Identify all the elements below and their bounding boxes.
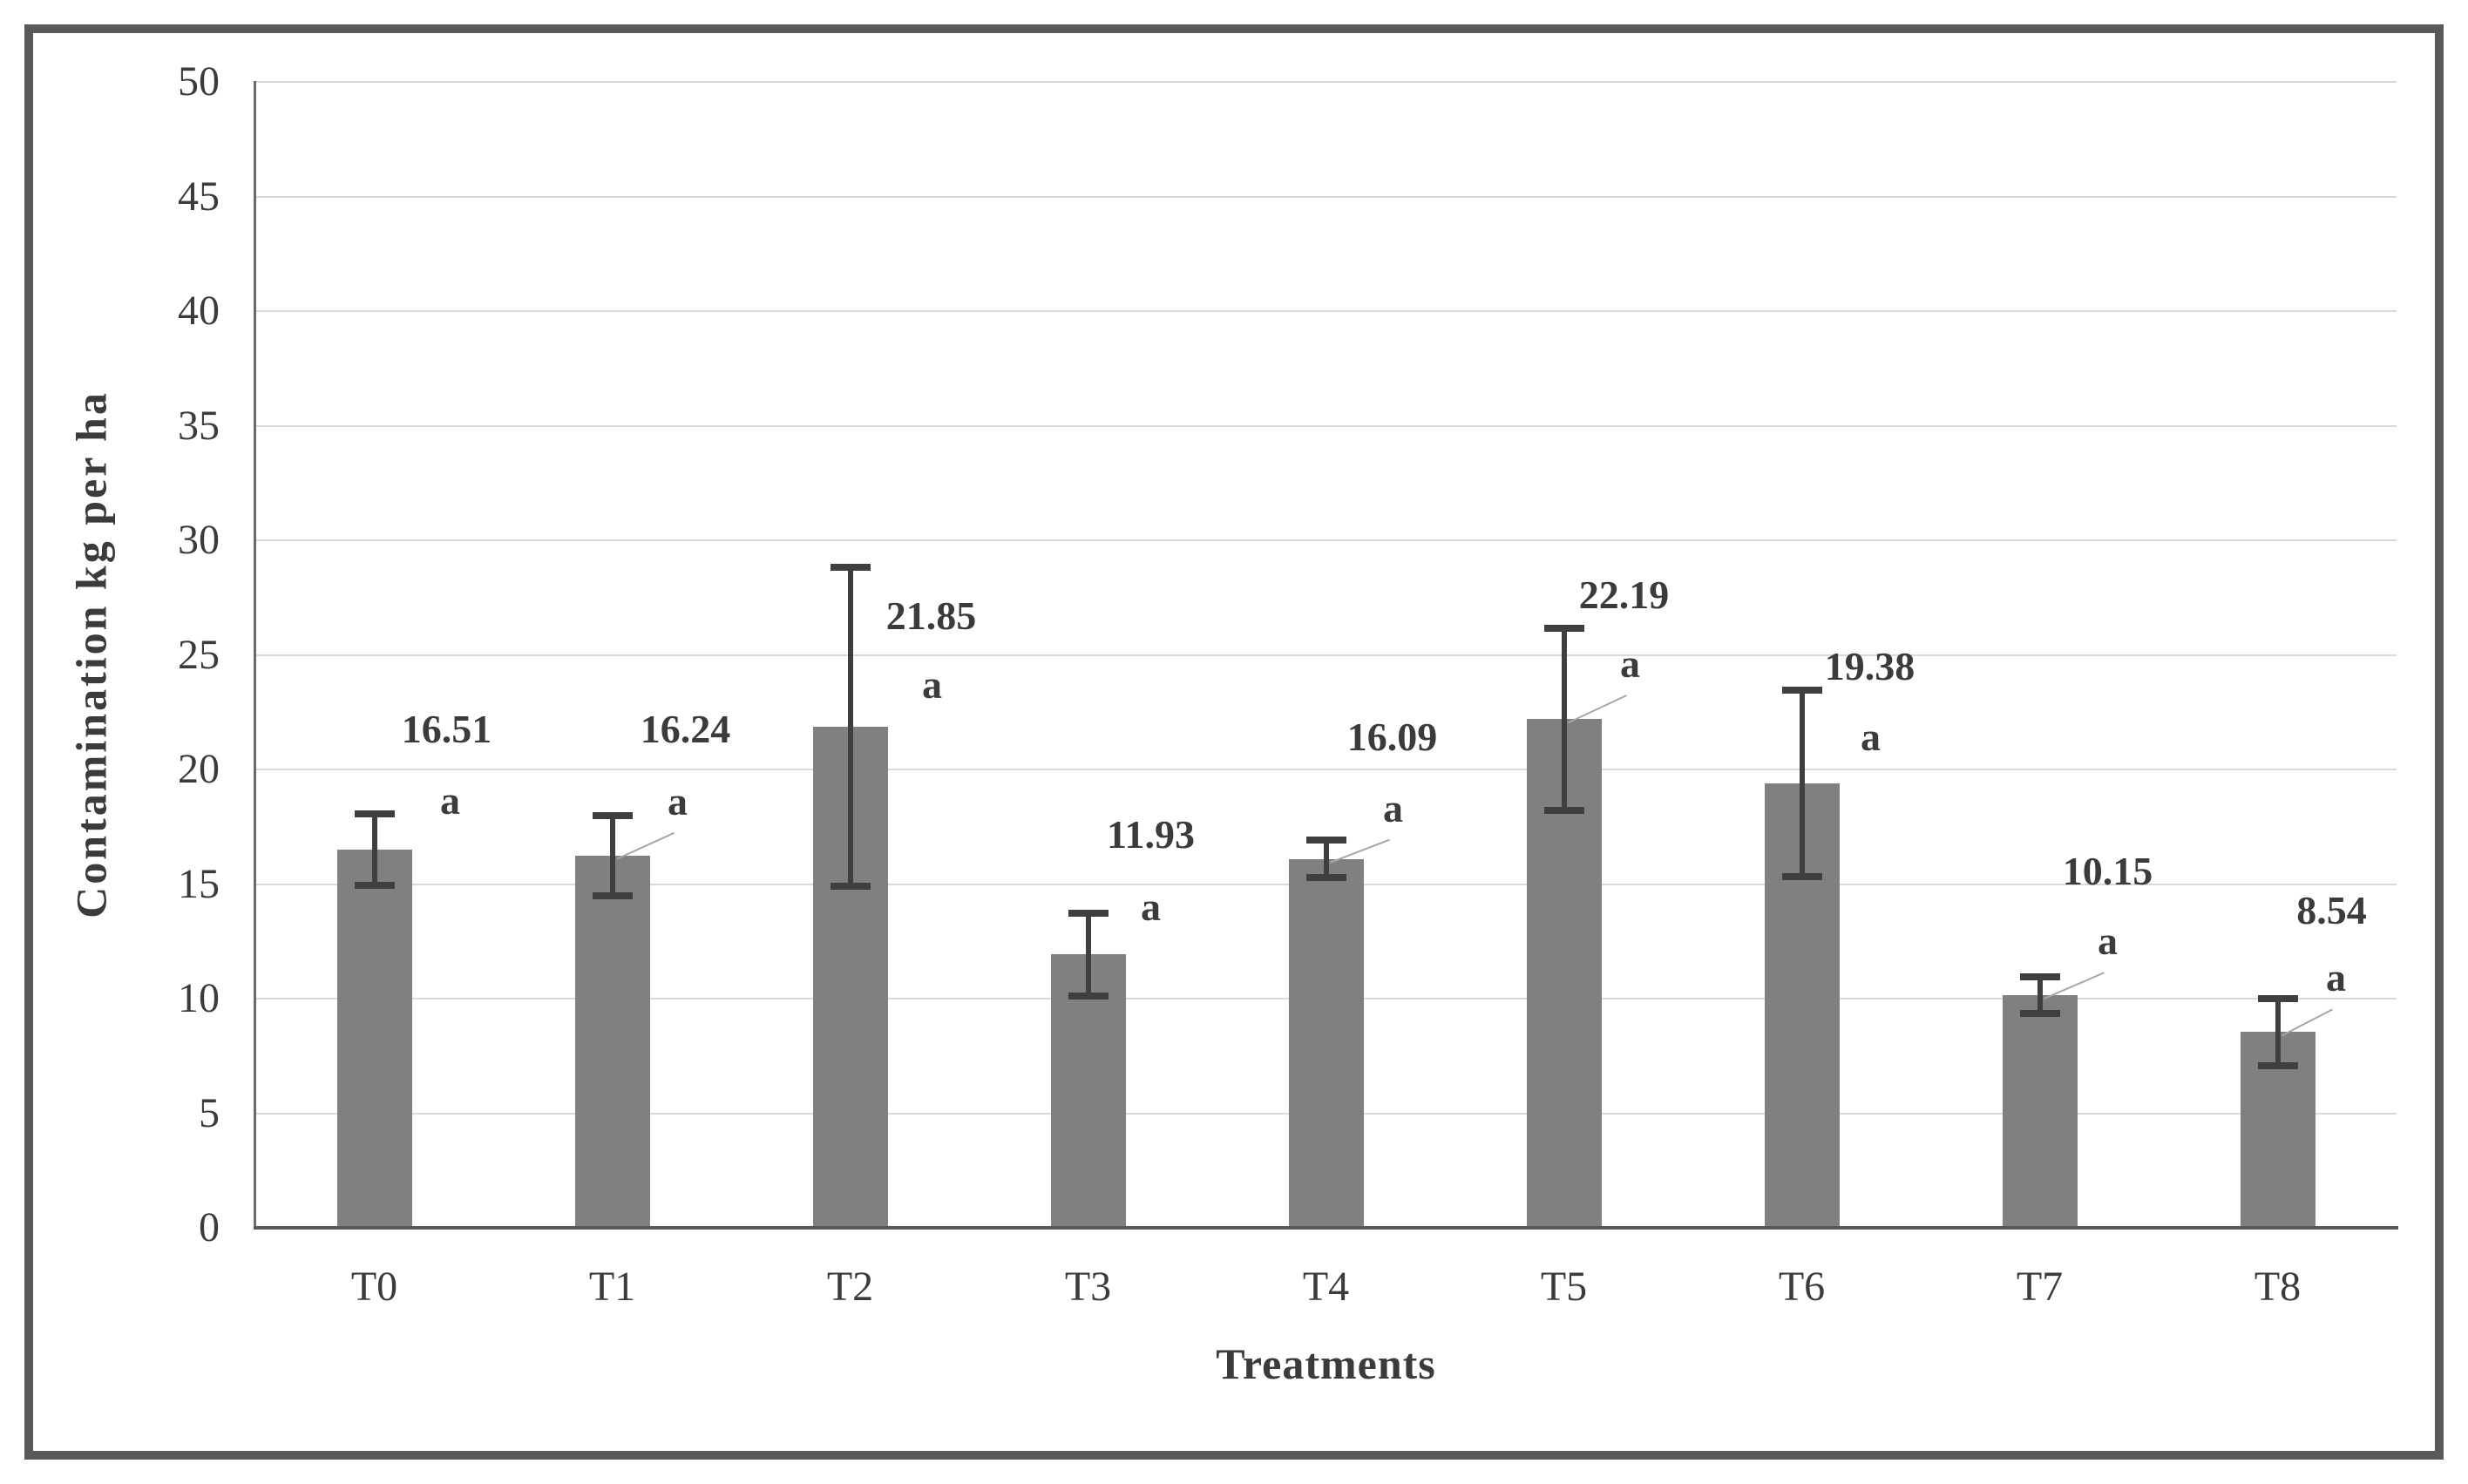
error-bar-cap-bottom-T5: [1543, 806, 1584, 814]
y-tick-label-20: 20: [178, 746, 220, 792]
error-bar-cap-top-T0: [354, 810, 395, 817]
gridline-40: [255, 310, 2397, 312]
y-tick-label-40: 40: [178, 288, 220, 334]
x-tick-label-T0: T0: [350, 1264, 398, 1310]
x-tick-label-T8: T8: [2254, 1264, 2302, 1310]
gridline-50: [255, 81, 2397, 83]
gridline-35: [255, 424, 2397, 427]
error-bar-cap-bottom-T0: [354, 881, 395, 889]
bar-T0: [336, 849, 412, 1228]
error-bar-cap-bottom-T3: [1068, 992, 1109, 999]
data-label-T8: 8.54: [2296, 887, 2367, 932]
error-bar-line-T3: [1085, 911, 1091, 997]
error-bar-cap-top-T3: [1068, 909, 1109, 917]
sig-letter-T3: a: [1141, 884, 1161, 929]
data-label-T0: 16.51: [401, 706, 492, 751]
data-label-T7: 10.15: [2062, 849, 2153, 894]
gridline-25: [255, 654, 2397, 656]
data-label-T5: 22.19: [1578, 573, 1670, 618]
figure-border: [24, 24, 2444, 1460]
bar-T1: [574, 855, 650, 1228]
y-tick-label-5: 5: [199, 1089, 220, 1136]
bar-T3: [1050, 954, 1126, 1228]
y-tick-label-25: 25: [178, 631, 220, 678]
error-bar-cap-top-T7: [2019, 972, 2060, 980]
x-tick-label-T6: T6: [1778, 1264, 1826, 1310]
data-label-T2: 21.85: [885, 593, 977, 638]
error-bar-cap-bottom-T2: [830, 883, 871, 891]
gridline-45: [255, 195, 2397, 198]
error-bar-cap-top-T8: [2257, 994, 2298, 1002]
data-label-T6: 19.38: [1824, 643, 1915, 688]
sig-letter-T2: a: [922, 661, 942, 707]
error-bar-line-T1: [609, 814, 615, 898]
x-tick-label-T1: T1: [588, 1264, 636, 1310]
error-bar-line-T0: [371, 812, 377, 886]
y-tick-label-0: 0: [199, 1204, 220, 1250]
error-bar-cap-top-T4: [1305, 837, 1346, 844]
error-bar-line-T6: [1799, 689, 1805, 878]
x-tick-label-T3: T3: [1064, 1264, 1112, 1310]
y-tick-label-10: 10: [178, 975, 220, 1021]
data-label-T1: 16.24: [640, 706, 731, 751]
data-label-T4: 16.09: [1346, 715, 1438, 760]
sig-letter-T7: a: [2098, 918, 2118, 964]
x-tick-label-T5: T5: [1540, 1264, 1588, 1310]
data-label-T3: 11.93: [1107, 811, 1195, 857]
error-bar-cap-bottom-T1: [592, 892, 633, 900]
y-tick-label-30: 30: [178, 517, 220, 563]
error-bar-cap-bottom-T6: [1781, 873, 1822, 881]
error-bar-cap-bottom-T8: [2257, 1061, 2298, 1069]
error-bar-cap-bottom-T4: [1305, 874, 1346, 882]
gridline-30: [255, 539, 2397, 541]
sig-letter-T5: a: [1620, 641, 1640, 687]
x-axis-line: [254, 1226, 2398, 1230]
bar-T4: [1288, 858, 1364, 1228]
error-bar-line-T4: [1323, 839, 1329, 879]
y-axis-line: [254, 81, 256, 1230]
error-bar-line-T2: [847, 566, 853, 888]
y-tick-label-50: 50: [178, 58, 220, 105]
error-bar-cap-bottom-T7: [2019, 1010, 2060, 1018]
x-axis-title: Treatments: [1216, 1339, 1436, 1388]
error-bar-line-T5: [1561, 627, 1567, 811]
x-tick-label-T2: T2: [826, 1264, 874, 1310]
sig-letter-T1: a: [668, 778, 688, 823]
gridline-20: [255, 769, 2397, 770]
y-tick-label-15: 15: [178, 860, 220, 907]
sig-letter-T8: a: [2326, 955, 2346, 1000]
y-axis-title: Contamination kg per ha: [66, 390, 116, 918]
error-bar-cap-top-T1: [592, 811, 633, 819]
y-tick-label-35: 35: [178, 402, 220, 449]
x-tick-label-T4: T4: [1302, 1264, 1350, 1310]
y-tick-label-45: 45: [178, 173, 220, 220]
sig-letter-T0: a: [440, 777, 460, 823]
sig-letter-T6: a: [1861, 715, 1881, 760]
x-tick-label-T7: T7: [2016, 1264, 2064, 1310]
bar-T7: [2002, 995, 2078, 1228]
error-bar-cap-top-T6: [1781, 687, 1822, 695]
error-bar-line-T8: [2275, 997, 2281, 1067]
error-bar-line-T7: [2037, 975, 2043, 1015]
sig-letter-T4: a: [1383, 785, 1403, 830]
error-bar-cap-top-T5: [1543, 625, 1584, 633]
error-bar-cap-top-T2: [830, 564, 871, 572]
